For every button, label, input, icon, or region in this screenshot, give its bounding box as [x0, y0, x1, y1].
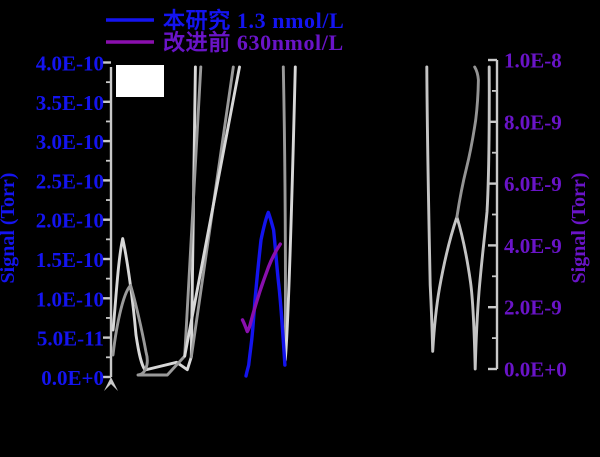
svg-text:1.0E-10: 1.0E-10 — [36, 287, 104, 311]
svg-text:1.0E-8: 1.0E-8 — [504, 49, 562, 73]
svg-text:3.5E-10: 3.5E-10 — [36, 91, 104, 115]
svg-text:4.0E-10: 4.0E-10 — [36, 52, 104, 76]
svg-text:2.0E-9: 2.0E-9 — [504, 296, 562, 320]
svg-text:1.5E-10: 1.5E-10 — [36, 248, 104, 272]
svg-text:2.0E-10: 2.0E-10 — [36, 209, 104, 233]
svg-text:0.0E+0: 0.0E+0 — [41, 366, 104, 390]
svg-text:Signal (Torr): Signal (Torr) — [0, 173, 19, 284]
svg-text:Signal (Torr): Signal (Torr) — [568, 173, 590, 284]
svg-text:改进前 630nmol/L: 改进前 630nmol/L — [163, 30, 344, 55]
svg-text:2.5E-10: 2.5E-10 — [36, 169, 104, 193]
svg-text:8.0E-9: 8.0E-9 — [504, 110, 562, 134]
svg-text:3.0E-10: 3.0E-10 — [36, 130, 104, 154]
svg-text:5.0E-11: 5.0E-11 — [37, 327, 104, 351]
svg-text:4.0E-9: 4.0E-9 — [504, 234, 562, 258]
svg-text:6.0E-9: 6.0E-9 — [504, 172, 562, 196]
svg-text:0.0E+0: 0.0E+0 — [504, 358, 567, 382]
